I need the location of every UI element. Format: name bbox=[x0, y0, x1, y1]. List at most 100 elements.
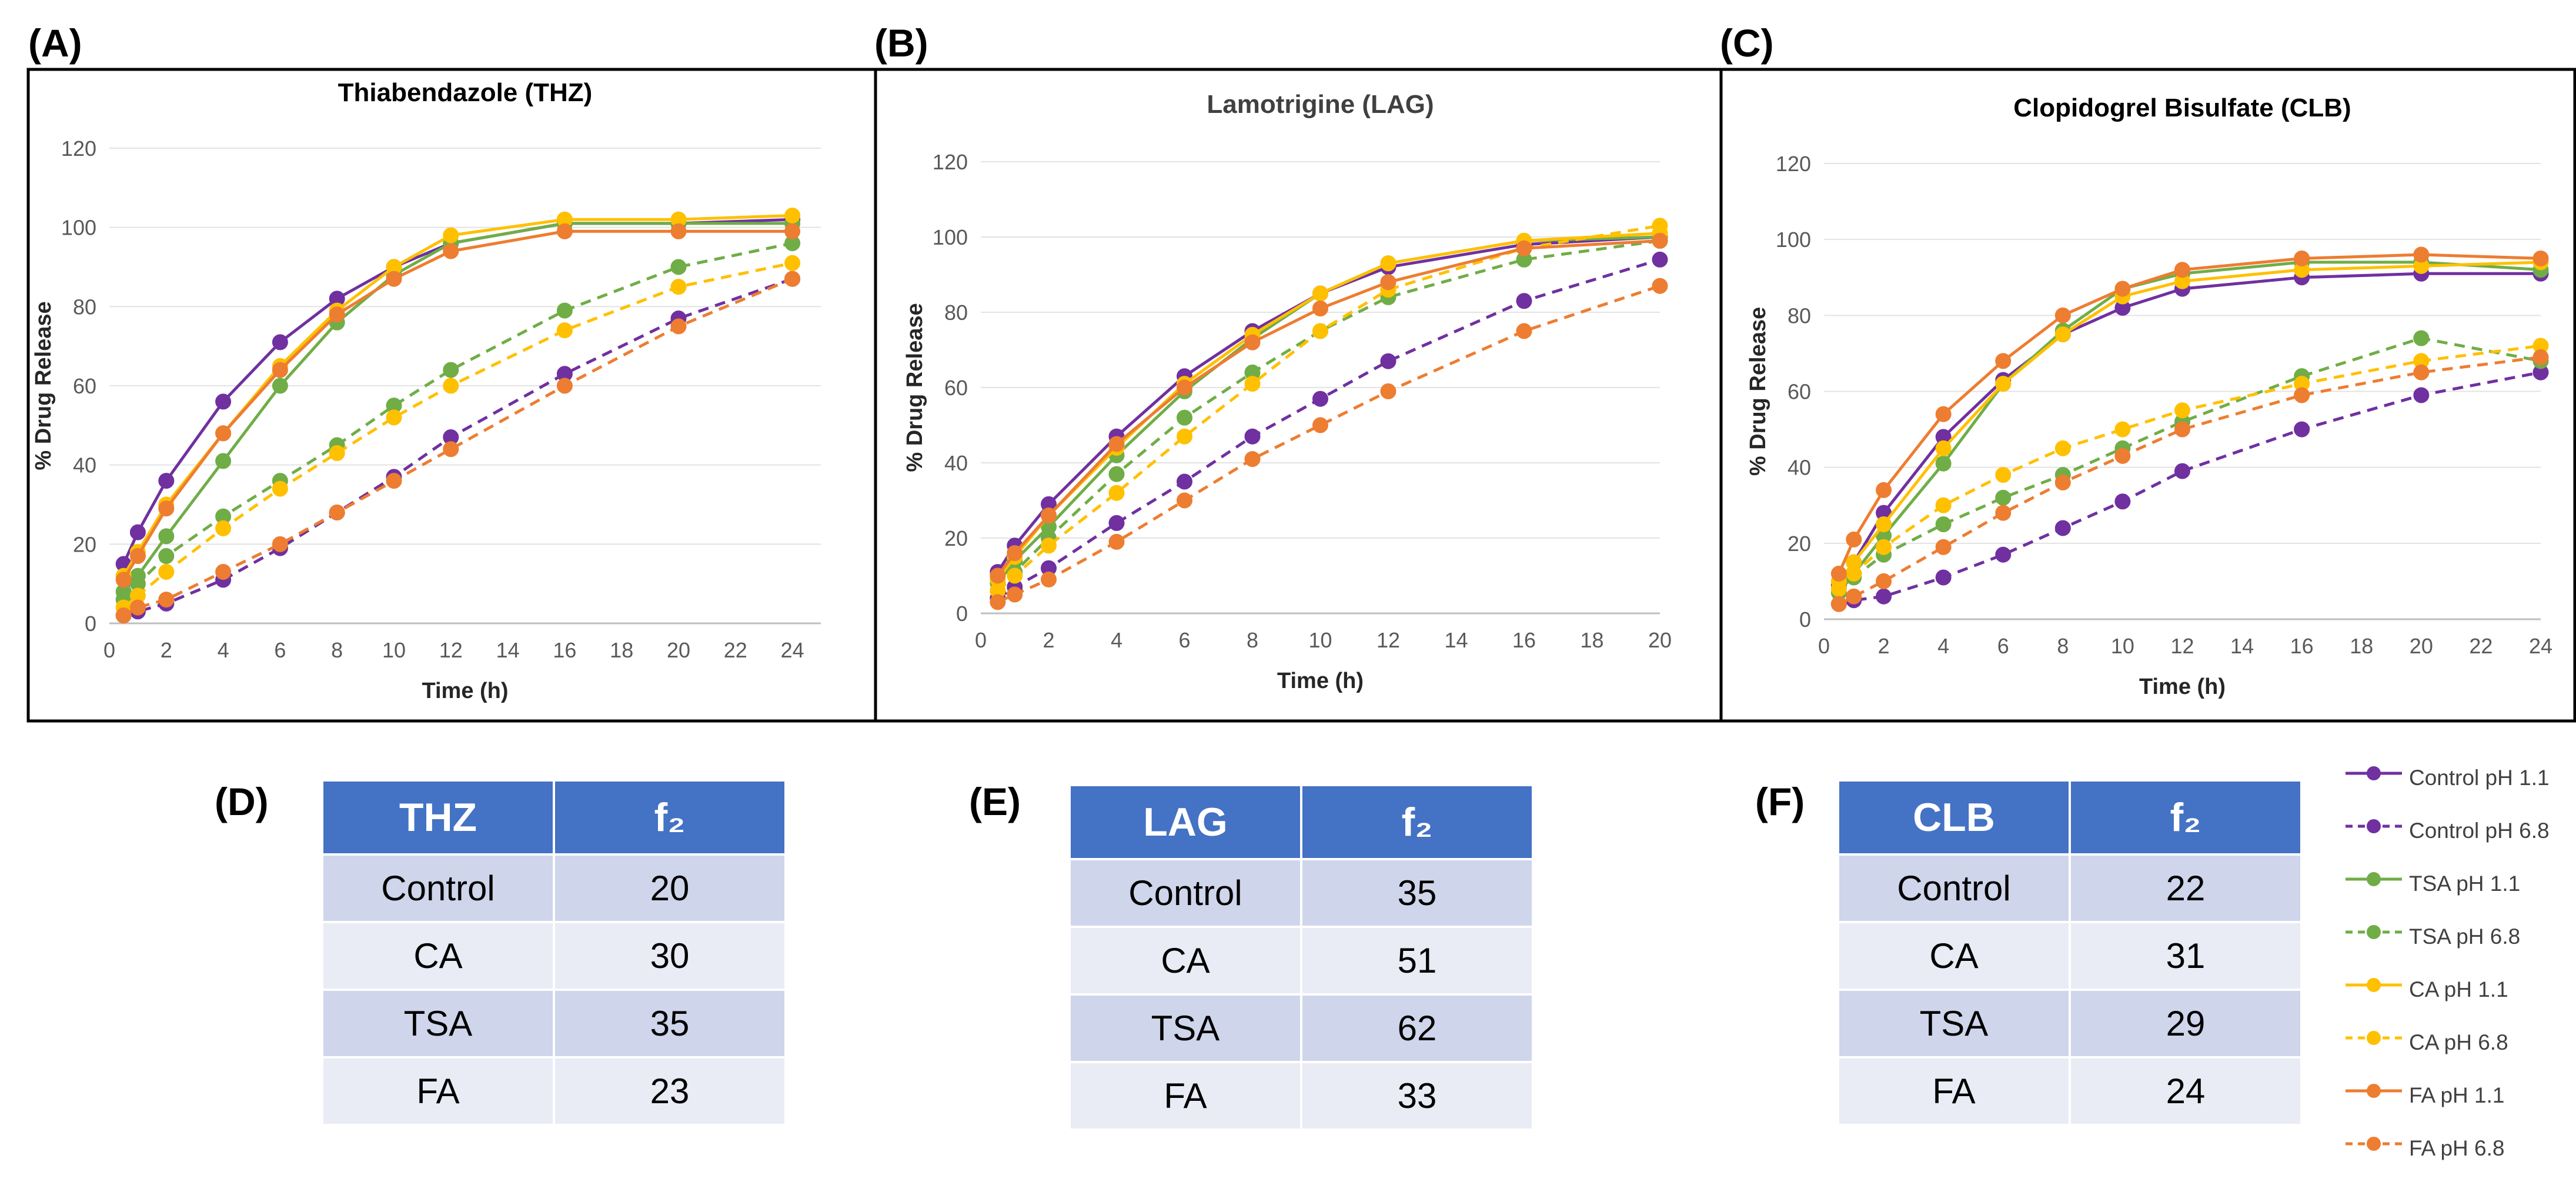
data-point bbox=[1108, 485, 1125, 501]
legend-item: Control pH 1.1 bbox=[2343, 759, 2576, 812]
table-cell: 30 bbox=[553, 921, 787, 991]
data-point bbox=[1935, 516, 1952, 533]
x-tick-label: 24 bbox=[781, 638, 804, 662]
y-tick-label: 100 bbox=[1776, 228, 1811, 252]
legend-marker bbox=[2367, 819, 2381, 833]
data-point bbox=[1380, 274, 1396, 291]
y-tick-label: 80 bbox=[1788, 303, 1811, 328]
table-cell: 29 bbox=[2069, 989, 2303, 1059]
legend-item: CA pH 1.1 bbox=[2343, 970, 2576, 1023]
legend-swatch bbox=[2346, 1084, 2402, 1098]
x-tick-label: 20 bbox=[1648, 628, 1672, 652]
y-tick-label: 40 bbox=[1788, 456, 1811, 480]
data-point bbox=[1995, 546, 2012, 563]
legend-swatch bbox=[2346, 1031, 2402, 1045]
y-axis-label: % Drug Release bbox=[31, 301, 56, 470]
data-point bbox=[1876, 482, 1892, 498]
legend-swatch bbox=[2346, 819, 2402, 833]
y-tick-label: 80 bbox=[73, 295, 96, 319]
data-point bbox=[1380, 255, 1396, 272]
data-point bbox=[990, 567, 1006, 584]
x-tick-label: 18 bbox=[1580, 628, 1603, 652]
table-cell: 35 bbox=[553, 989, 787, 1059]
y-tick-label: 40 bbox=[944, 451, 968, 475]
table-cell: FA bbox=[1068, 1061, 1302, 1131]
data-point bbox=[1312, 285, 1328, 302]
x-tick-label: 10 bbox=[382, 638, 406, 662]
x-tick-label: 8 bbox=[2057, 634, 2069, 658]
data-point bbox=[2294, 387, 2310, 403]
legend-item: CA pH 6.8 bbox=[2343, 1023, 2576, 1076]
data-point bbox=[556, 223, 573, 239]
data-point bbox=[329, 445, 345, 461]
data-point bbox=[2054, 440, 2071, 456]
data-point bbox=[670, 279, 687, 295]
table-row: CA 30 bbox=[321, 921, 787, 991]
table-row: Control 22 bbox=[1837, 853, 2303, 923]
table-cell: 51 bbox=[1300, 926, 1534, 996]
table-header-row: THZ f₂ bbox=[321, 779, 787, 856]
table-cell: TSA bbox=[321, 989, 555, 1059]
x-tick-label: 22 bbox=[2469, 634, 2493, 658]
x-tick-label: 16 bbox=[2290, 634, 2314, 658]
x-tick-label: 14 bbox=[2230, 634, 2254, 658]
table-cell: 22 bbox=[2069, 853, 2303, 923]
data-point bbox=[1312, 417, 1328, 433]
legend-marker bbox=[2367, 1137, 2381, 1151]
data-point bbox=[1041, 571, 1057, 587]
y-axis-label: % Drug Release bbox=[903, 303, 927, 472]
panel-frame-1 bbox=[874, 68, 1723, 723]
data-point bbox=[1177, 379, 1192, 396]
x-tick-label: 6 bbox=[1997, 634, 2009, 658]
legend-marker bbox=[2367, 978, 2381, 992]
data-point bbox=[1995, 376, 2012, 392]
table-header-row: LAG f₂ bbox=[1068, 784, 1534, 860]
data-point bbox=[2054, 307, 2071, 323]
table-row: CA 31 bbox=[1837, 921, 2303, 991]
data-point bbox=[215, 453, 232, 469]
table-row: Control 20 bbox=[321, 853, 787, 923]
y-tick-label: 60 bbox=[944, 376, 968, 400]
data-point bbox=[1846, 566, 1862, 582]
data-point bbox=[1177, 428, 1192, 445]
y-tick-label: 0 bbox=[1799, 607, 1811, 632]
data-point bbox=[2114, 493, 2131, 510]
x-tick-label: 0 bbox=[975, 628, 987, 652]
legend-marker bbox=[2367, 925, 2381, 939]
x-tick-label: 8 bbox=[331, 638, 343, 662]
data-point bbox=[2174, 262, 2190, 278]
data-point bbox=[443, 441, 459, 458]
data-point bbox=[784, 223, 801, 239]
x-tick-label: 16 bbox=[1512, 628, 1536, 652]
x-tick-label: 12 bbox=[439, 638, 463, 662]
table-row: TSA 29 bbox=[1837, 989, 2303, 1059]
data-point bbox=[158, 548, 175, 565]
x-tick-label: 20 bbox=[2410, 634, 2433, 658]
table-row: TSA 35 bbox=[321, 989, 787, 1059]
data-point bbox=[1108, 533, 1125, 550]
series-line bbox=[1838, 355, 2541, 606]
y-tick-label: 40 bbox=[73, 453, 96, 478]
table-cell: 31 bbox=[2069, 921, 2303, 991]
x-tick-label: 0 bbox=[103, 638, 115, 662]
legend-item: Control pH 6.8 bbox=[2343, 812, 2576, 864]
x-tick-label: 8 bbox=[1247, 628, 1258, 652]
x-tick-label: 22 bbox=[724, 638, 747, 662]
data-point bbox=[1652, 218, 1668, 234]
legend-label: CA pH 6.8 bbox=[2409, 1030, 2508, 1054]
table-header-cell: CLB bbox=[1837, 779, 2071, 856]
line-chart-1: 0 20 40 60 80 100 120 0 2 4 6 8 10 12 14 16 18 20 Lamotrig… bbox=[903, 90, 1672, 693]
table-cell: Control bbox=[1068, 858, 1302, 928]
data-point bbox=[272, 334, 288, 350]
series-line bbox=[122, 261, 793, 609]
table-cell: 35 bbox=[1300, 858, 1534, 928]
chart-title: Lamotrigine (LAG) bbox=[1207, 90, 1434, 119]
data-point bbox=[670, 259, 687, 275]
data-point bbox=[2413, 364, 2430, 380]
x-tick-label: 18 bbox=[2350, 634, 2373, 658]
data-point bbox=[1652, 232, 1668, 249]
x-tick-label: 18 bbox=[610, 638, 633, 662]
series-line bbox=[996, 235, 1660, 573]
data-point bbox=[158, 500, 175, 517]
